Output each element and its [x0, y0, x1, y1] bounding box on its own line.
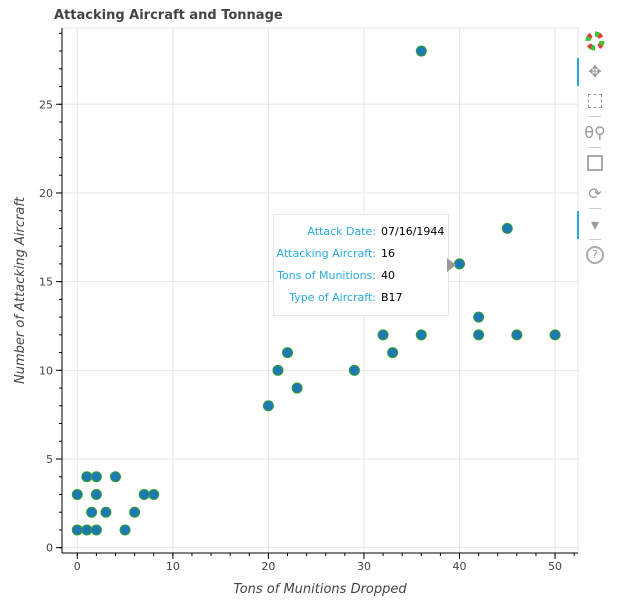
bokeh-logo[interactable] — [580, 26, 610, 56]
data-point — [138, 488, 150, 500]
x-tick-label: 30 — [357, 560, 371, 573]
help-icon[interactable]: ? — [580, 240, 610, 270]
data-point — [119, 524, 131, 536]
y-tick-label: 10 — [39, 364, 53, 377]
y-axis-label: Number of Attacking Aircraft — [13, 196, 28, 384]
tooltip-value: B17 — [381, 291, 403, 304]
toolbar-divider — [589, 116, 601, 117]
x-tick-label: 20 — [261, 560, 275, 573]
data-point — [86, 506, 98, 518]
data-point — [71, 488, 83, 500]
tooltip-key: Attack Date: — [307, 225, 376, 238]
save-icon[interactable] — [580, 148, 610, 178]
x-tick-label: 40 — [453, 560, 467, 573]
data-point — [501, 222, 513, 234]
data-point — [90, 488, 102, 500]
tooltip-key: Type of Aircraft: — [289, 291, 376, 304]
data-point — [81, 471, 93, 483]
x-tick-label: 0 — [74, 560, 81, 573]
data-point — [473, 311, 485, 323]
toolbar-divider — [589, 208, 601, 209]
data-point — [415, 45, 427, 57]
data-point — [148, 488, 160, 500]
data-point — [90, 524, 102, 536]
hover-icon[interactable]: ▾ — [577, 209, 610, 239]
data-point — [511, 329, 523, 341]
data-point — [272, 364, 284, 376]
toolbar-divider — [589, 147, 601, 148]
data-point — [81, 524, 93, 536]
tooltip-key: Attacking Aircraft: — [276, 247, 377, 260]
toolbar: ✥ θ⚲ ⟳ ▾ ? — [577, 26, 610, 270]
data-point — [387, 347, 399, 359]
reset-icon[interactable]: ⟳ — [588, 183, 602, 203]
x-axis-label: Tons of Munitions Dropped — [233, 582, 407, 597]
data-point — [282, 347, 294, 359]
data-point — [549, 329, 561, 341]
wheel-zoom-icon[interactable]: θ⚲ — [584, 122, 606, 142]
data-point — [129, 506, 141, 518]
tooltip-value: 07/16/1944 — [381, 225, 445, 238]
y-tick-label: 5 — [46, 453, 53, 466]
data-point — [415, 329, 427, 341]
tooltip-value: 16 — [381, 247, 395, 260]
x-tick-label: 10 — [166, 560, 180, 573]
x-tick-label: 50 — [548, 560, 562, 573]
data-point — [377, 329, 389, 341]
data-point — [71, 524, 83, 536]
hover-tooltip: Attack Date: 07/16/1944 Attacking Aircraf… — [273, 214, 449, 316]
data-point — [90, 471, 102, 483]
y-tick-label: 20 — [39, 187, 53, 200]
data-point — [348, 364, 360, 376]
data-point — [110, 471, 122, 483]
data-point — [291, 382, 303, 394]
tooltip-value: 40 — [381, 269, 395, 282]
y-tick-label: 15 — [39, 276, 53, 289]
pan-icon[interactable]: ✥ — [577, 56, 610, 86]
data-point — [454, 258, 466, 270]
y-tick-label: 0 — [46, 542, 53, 555]
box-zoom-icon[interactable] — [580, 86, 610, 116]
toolbar-divider — [589, 239, 601, 240]
data-point — [473, 329, 485, 341]
data-point — [262, 400, 274, 412]
y-tick-label: 25 — [39, 98, 53, 111]
tooltip-pointer — [447, 258, 456, 272]
tooltip-key: Tons of Munitions: — [277, 269, 376, 282]
chart-title: Attacking Aircraft and Tonnage — [54, 8, 283, 23]
data-point — [100, 506, 112, 518]
